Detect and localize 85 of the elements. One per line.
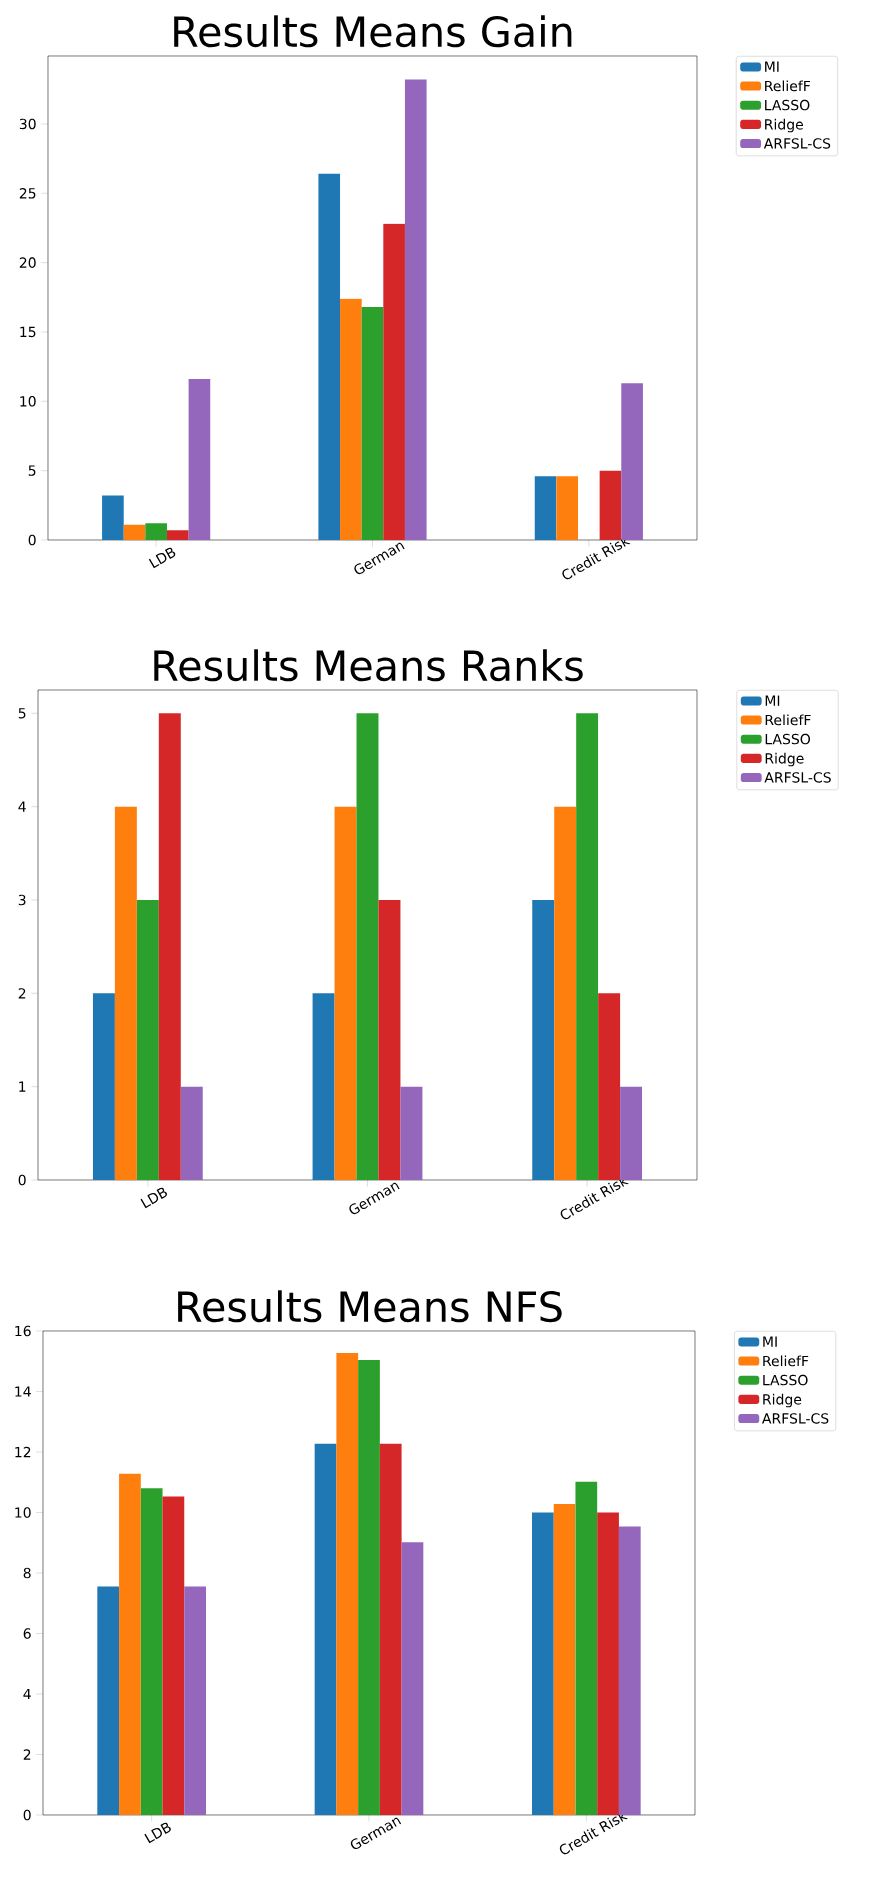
- legend-label: LASSO: [763, 1374, 808, 1386]
- bar: [553, 1504, 576, 1815]
- y-tick-label: 2: [23, 1749, 31, 1760]
- bar: [358, 1360, 380, 1815]
- bar: [379, 1443, 402, 1815]
- bar: [404, 79, 427, 540]
- bar: [162, 1496, 185, 1815]
- bar: [102, 495, 124, 540]
- bar: [312, 993, 335, 1180]
- bar: [400, 1086, 423, 1180]
- legend-label: Ridge: [765, 752, 804, 767]
- legend-label: MI: [765, 61, 779, 72]
- y-tick-label: 6: [23, 1628, 31, 1639]
- bar: [356, 713, 379, 1180]
- bar: [318, 173, 341, 540]
- y-tick-label: 15: [20, 326, 36, 338]
- y-tick-label: 4: [23, 1688, 31, 1700]
- bar: [188, 379, 211, 540]
- bar: [314, 1443, 337, 1815]
- bar: [119, 1473, 141, 1815]
- y-tick-label: 20: [19, 257, 36, 268]
- y-tick-label: 14: [15, 1386, 31, 1397]
- bar: [575, 1481, 598, 1815]
- chart-title: Results Means NFS: [178, 1290, 562, 1323]
- y-tick-label: 5: [18, 708, 26, 719]
- y-tick-label: 3: [18, 894, 26, 906]
- bar: [554, 806, 577, 1180]
- y-tick-label: 10: [15, 1507, 31, 1518]
- y-tick-label: 1: [19, 1081, 26, 1092]
- bar: [114, 806, 137, 1180]
- y-tick-label: 25: [19, 187, 36, 199]
- x-tick-label: LDB: [148, 547, 176, 569]
- legend-label: LASSO: [765, 99, 810, 111]
- bar: [556, 476, 579, 540]
- y-tick-label: 5: [28, 465, 36, 476]
- bar: [184, 1586, 206, 1815]
- legend-label: ReliefF: [765, 80, 811, 92]
- y-tick-label: 30: [19, 118, 36, 130]
- legend-label: MI: [763, 1336, 777, 1347]
- bar: [166, 530, 189, 540]
- bar: [340, 298, 362, 540]
- legend-label: ARFSL-CS: [763, 138, 831, 149]
- bar: [532, 899, 555, 1180]
- y-tick-label: 0: [23, 1809, 31, 1821]
- bar: [97, 1586, 120, 1815]
- legend-label: ARFSL-CS: [762, 1413, 829, 1424]
- legend-label: ReliefF: [765, 714, 811, 726]
- y-tick-label: 16: [15, 1325, 31, 1337]
- y-tick-label: 12: [15, 1446, 31, 1458]
- legend-label: LASSO: [765, 733, 811, 745]
- legend-label: Ridge: [763, 1393, 802, 1408]
- x-tick-label: LDB: [140, 1187, 167, 1209]
- y-tick-label: 4: [18, 801, 26, 812]
- bar: [336, 1353, 359, 1815]
- bar: [136, 899, 159, 1180]
- y-tick-label: 0: [18, 1174, 26, 1186]
- chart-title: Results Means Ranks: [154, 649, 583, 682]
- y-tick-label: 2: [18, 988, 26, 999]
- bar: [621, 383, 643, 540]
- bar: [140, 1488, 163, 1815]
- bar: [599, 470, 622, 540]
- bar: [92, 993, 115, 1180]
- bar: [180, 1086, 203, 1180]
- bar: [334, 806, 357, 1180]
- legend-label: MI: [765, 695, 780, 706]
- bar: [158, 713, 181, 1180]
- bar: [531, 1512, 554, 1815]
- bar: [378, 899, 401, 1180]
- y-tick-label: 0: [28, 534, 36, 546]
- y-tick-label: 8: [23, 1567, 31, 1579]
- bar: [383, 223, 405, 540]
- bar: [598, 993, 621, 1180]
- x-tick-label: LDB: [144, 1822, 171, 1844]
- bar: [576, 713, 599, 1180]
- y-tick-label: 10: [20, 396, 36, 407]
- legend-label: ARFSL-CS: [764, 772, 831, 783]
- bar: [145, 523, 167, 540]
- legend-label: ReliefF: [763, 1355, 809, 1367]
- bar: [401, 1542, 424, 1815]
- bar: [620, 1086, 643, 1180]
- legend-label: Ridge: [765, 118, 803, 133]
- bar: [534, 476, 557, 540]
- chart-title: Results Means Gain: [174, 15, 572, 48]
- bar: [361, 307, 384, 540]
- bar: [123, 524, 146, 540]
